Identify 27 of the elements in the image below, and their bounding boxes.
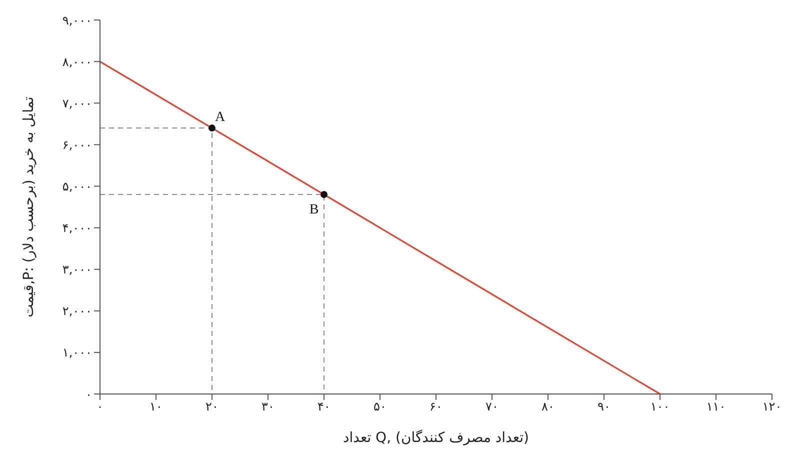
- x-tick-label: ۱۰: [150, 400, 162, 414]
- x-tick-label: ۰: [96, 400, 104, 414]
- y-tick-label: ۸,۰۰۰: [62, 54, 92, 69]
- annotation: B: [309, 202, 319, 218]
- x-tick-label: ۱۲۰: [762, 400, 782, 414]
- y-tick-label: ۶,۰۰۰: [62, 138, 92, 152]
- x-tick-label: ۵۰: [374, 400, 386, 414]
- y-tick-label: ۳,۰۰۰: [62, 262, 92, 277]
- x-tick-label: ۲۰: [206, 400, 218, 414]
- y-tick-label: ۴,۰۰۰: [62, 221, 92, 236]
- x-axis-title: تعداد Q, (تعداد مصرف کنندگان): [342, 429, 530, 446]
- x-tick-label: ۱۱۰: [706, 400, 726, 414]
- y-tick-label: ۲,۰۰۰: [62, 304, 92, 318]
- y-tick-label: ۹,۰۰۰: [62, 13, 92, 28]
- annotation: A: [214, 110, 226, 126]
- x-tick-label: ۷۰: [486, 400, 498, 414]
- x-tick-label: ۶۰: [430, 400, 442, 414]
- y-tick-label: ۰: [86, 387, 92, 402]
- y-tick-label: ۱,۰۰۰: [62, 346, 92, 360]
- y-tick-label: ۵,۰۰۰: [62, 179, 92, 194]
- x-tick-label: ۳۰: [262, 400, 274, 414]
- x-tick-label: ۸۰: [542, 400, 554, 414]
- x-tick-label: ۱۰۰: [650, 400, 670, 414]
- x-tick-label: ۴۰: [318, 400, 330, 414]
- y-tick-label: ۷,۰۰۰: [62, 96, 92, 110]
- x-tick-label: ۹۰: [598, 400, 610, 414]
- y-axis-title: قیمت,P: تمایل به خرید (برحسب دلار): [20, 96, 37, 318]
